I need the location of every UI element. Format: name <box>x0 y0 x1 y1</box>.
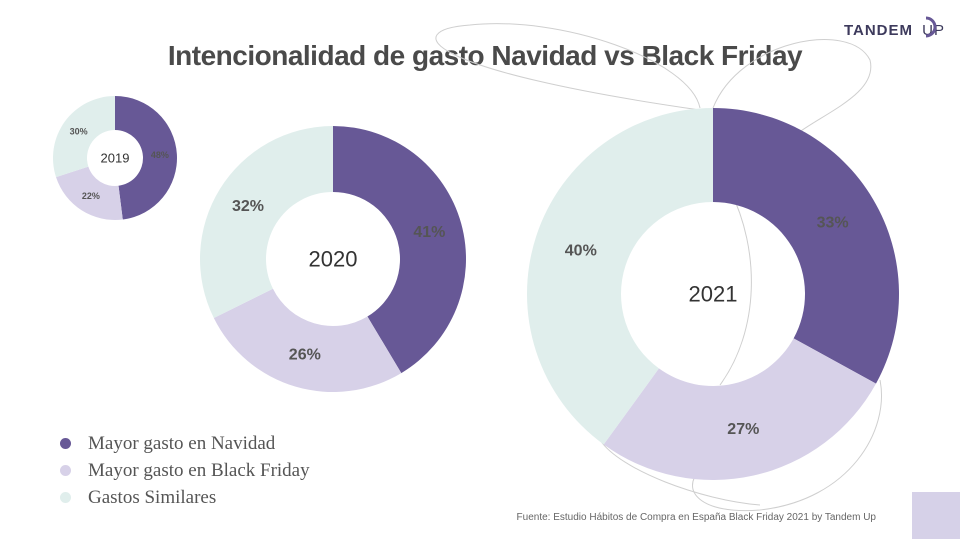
donut-center-year: 2021 <box>689 282 738 307</box>
legend-swatch-similares <box>60 492 71 503</box>
donut-slice <box>527 108 713 445</box>
donut-slice <box>713 108 900 384</box>
decorative-curve <box>712 39 872 151</box>
donut-2019: 48% 22% 30% 2019 <box>52 96 177 220</box>
slice-value-label: 48% <box>151 150 169 160</box>
legend-swatch-navidad <box>60 438 71 449</box>
donut-center-year: 2020 <box>309 247 358 272</box>
legend-swatch-black-friday <box>60 465 71 476</box>
source-note: Fuente: Estudio Hábitos de Compra en Esp… <box>516 512 876 523</box>
brand-arc-icon <box>925 16 937 38</box>
slice-value-label: 30% <box>70 127 88 137</box>
donut-center-year: 2019 <box>101 151 130 166</box>
brand-name: TANDEM <box>843 22 913 39</box>
slice-value-label: 27% <box>727 421 759 438</box>
donut-slice <box>52 96 115 178</box>
decorative-curve <box>719 189 752 386</box>
decorative-curves <box>435 23 882 512</box>
legend-label: Mayor gasto en Navidad <box>88 432 276 454</box>
donut-slice <box>333 126 466 374</box>
legend: Mayor gasto en Navidad Mayor gasto en Bl… <box>60 430 310 511</box>
donut-slice <box>56 166 123 220</box>
donut-slice <box>213 288 402 392</box>
corner-decoration <box>912 492 960 539</box>
slice-value-label: 26% <box>289 346 321 363</box>
donut-2020: 41% 26% 32% 2020 <box>199 126 466 392</box>
slice-value-label: 40% <box>565 243 597 260</box>
legend-item-black-friday: Mayor gasto en Black Friday <box>60 457 310 484</box>
chart-title: Intencionalidad de gasto Navidad vs Blac… <box>167 40 803 71</box>
slice-value-label: 33% <box>817 215 849 232</box>
slice-value-label: 41% <box>413 224 445 241</box>
slice-value-label: 32% <box>232 198 264 215</box>
donut-slice <box>115 96 177 220</box>
decorative-curve <box>435 23 701 111</box>
donut-2021: 33% 27% 40% 2021 <box>527 108 900 481</box>
legend-item-navidad: Mayor gasto en Navidad <box>60 430 310 457</box>
donut-slice <box>199 126 333 319</box>
legend-label: Gastos Similares <box>88 486 217 508</box>
legend-item-similares: Gastos Similares <box>60 484 310 511</box>
donut-slice <box>603 338 876 481</box>
slice-value-label: 22% <box>82 191 100 201</box>
brand-logo: TANDEM UP <box>843 16 945 39</box>
decorative-curve <box>599 439 761 506</box>
legend-label: Mayor gasto en Black Friday <box>88 459 310 481</box>
